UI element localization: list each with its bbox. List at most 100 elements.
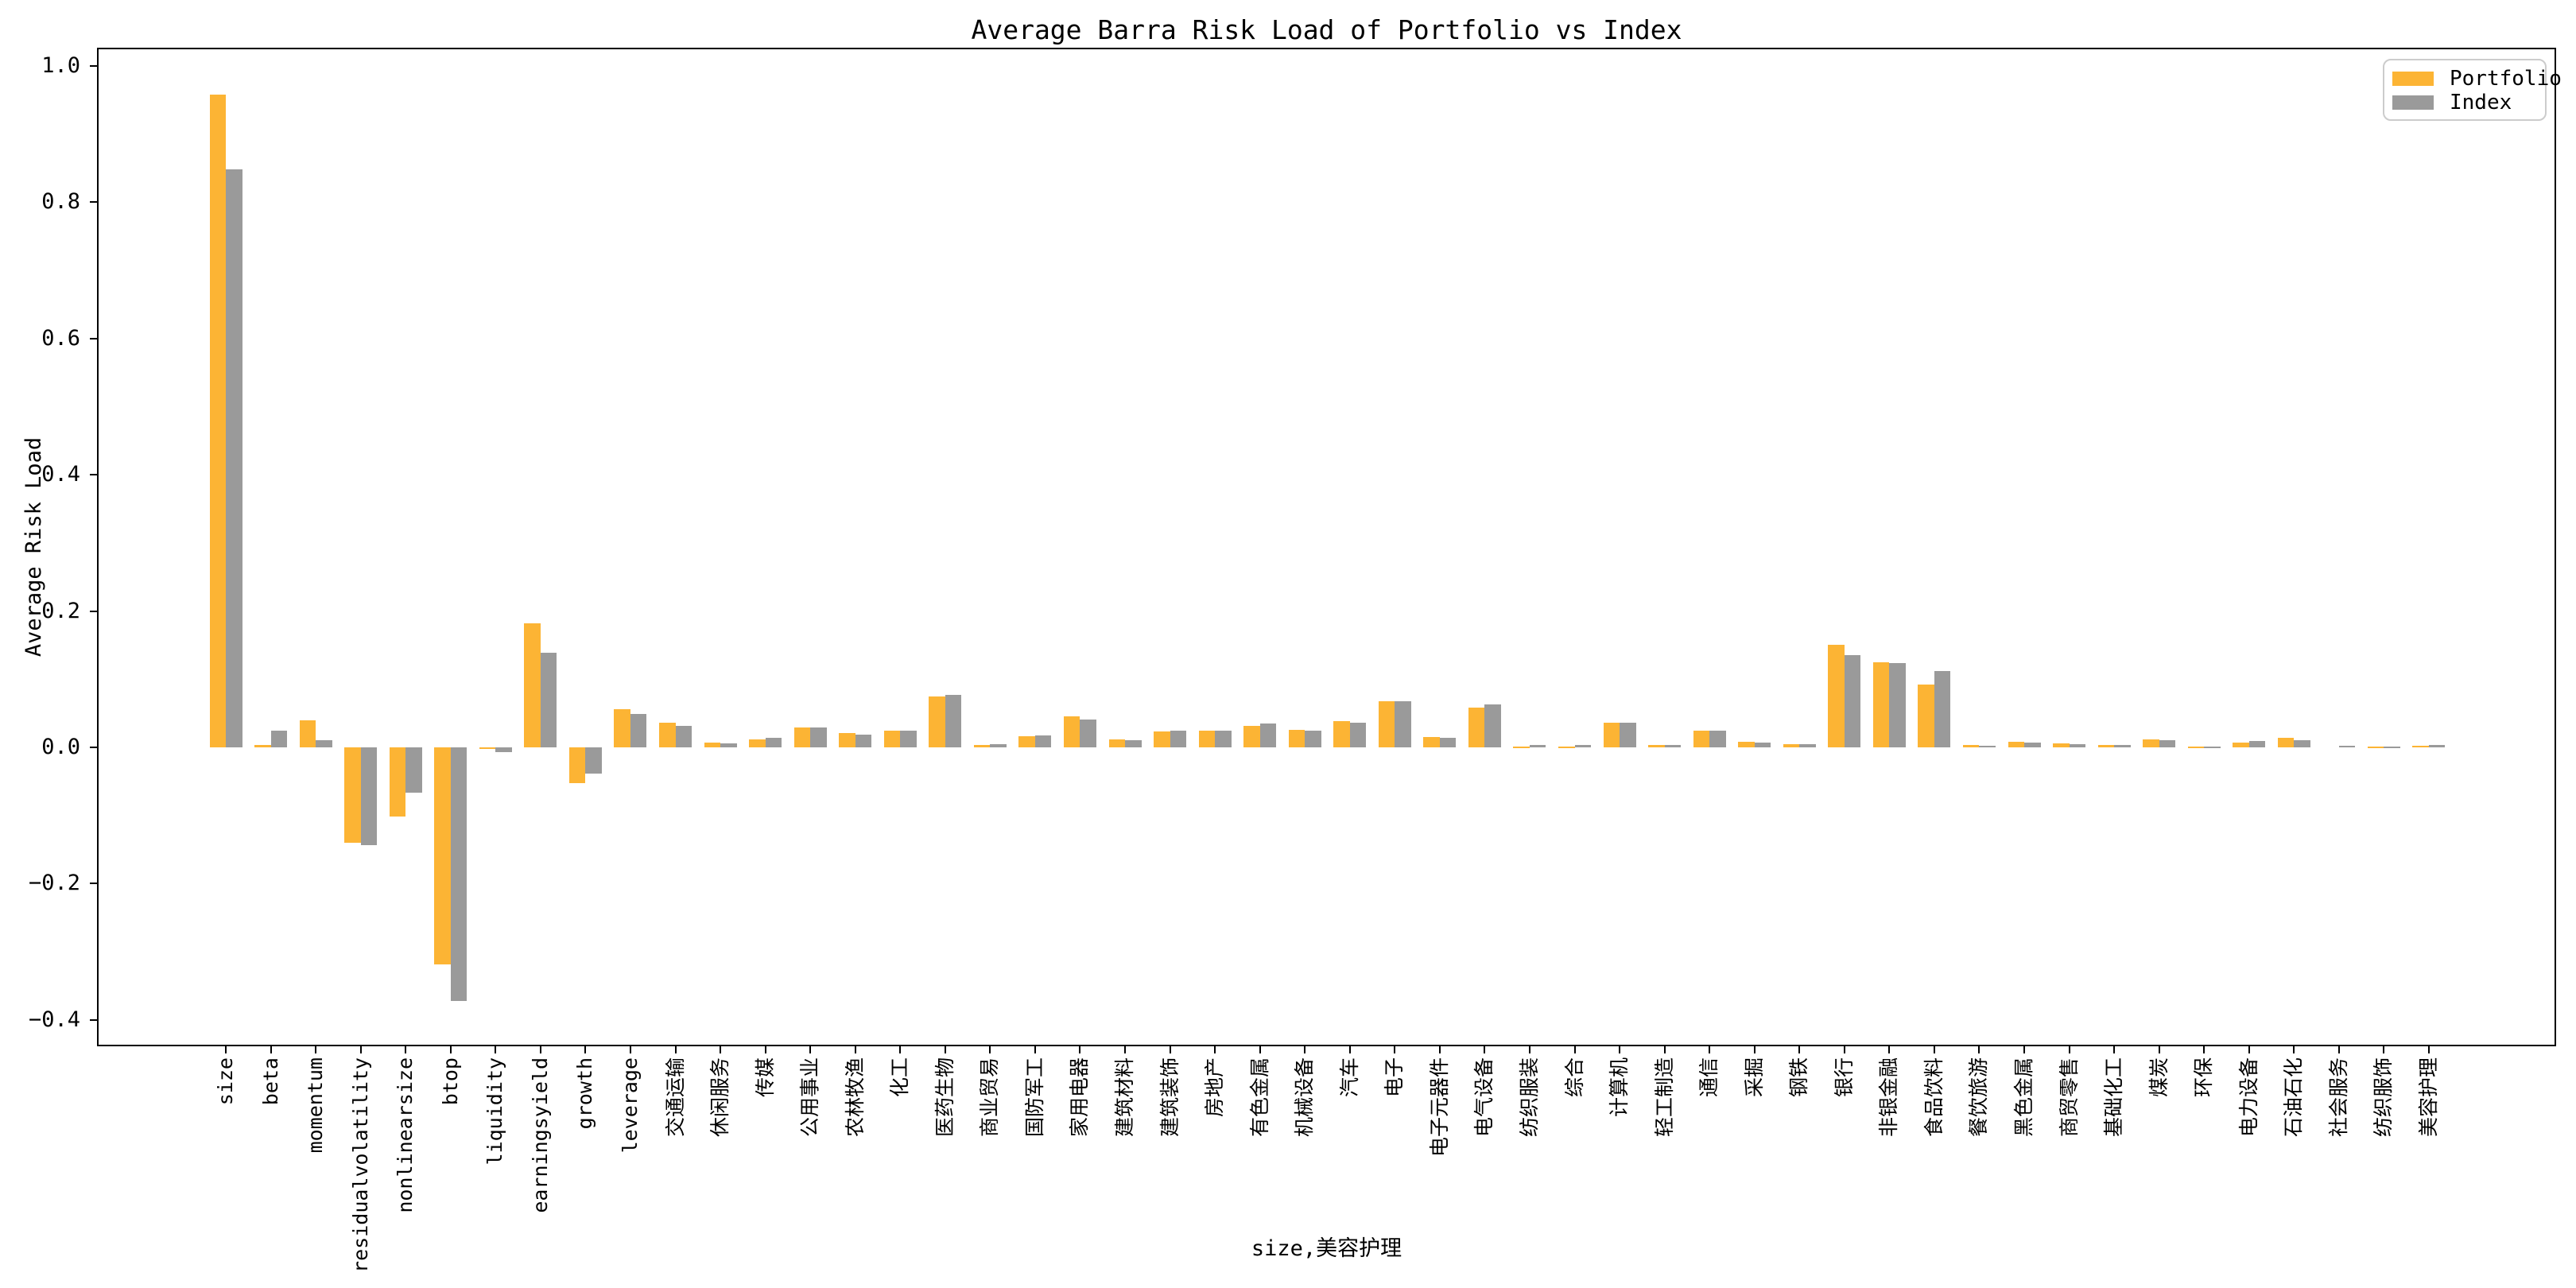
x-tick-mark — [2113, 1046, 2116, 1053]
x-tick-mark — [1933, 1046, 1935, 1053]
x-tick-mark — [899, 1046, 902, 1053]
x-tick-label: 银行 — [1832, 1057, 1856, 1098]
y-tick-mark — [90, 337, 97, 339]
bar-portfolio-餐饮旅游 — [1962, 745, 1980, 747]
x-tick-label: 休闲服务 — [708, 1057, 732, 1138]
x-tick-mark — [989, 1046, 991, 1053]
bar-portfolio-商贸零售 — [2053, 743, 2070, 747]
x-tick-label: 通信 — [1697, 1057, 1721, 1098]
y-tick-mark — [90, 747, 97, 748]
bar-portfolio-电气设备 — [1468, 708, 1485, 747]
x-tick-label: 电气设备 — [1472, 1057, 1496, 1138]
x-tick-label: 有色金属 — [1247, 1057, 1271, 1138]
bar-portfolio-食品饮料 — [1918, 685, 1934, 747]
bar-portfolio-机械设备 — [1288, 729, 1305, 747]
x-tick-mark — [2383, 1046, 2385, 1053]
bar-index-earningsyield — [540, 652, 557, 747]
bar-portfolio-轻工制造 — [1648, 744, 1665, 747]
bar-index-煤炭 — [2159, 740, 2176, 747]
bar-index-建筑材料 — [1125, 740, 1142, 747]
bar-portfolio-有色金属 — [1243, 725, 1260, 747]
bar-index-计算机 — [1620, 723, 1636, 747]
y-tick-mark — [90, 1018, 97, 1021]
bar-index-休闲服务 — [720, 743, 737, 747]
x-tick-mark — [764, 1046, 766, 1053]
portfolio-swatch — [2392, 72, 2434, 86]
x-tick-mark — [854, 1046, 856, 1053]
x-tick-mark — [225, 1046, 227, 1053]
bar-portfolio-家用电器 — [1063, 716, 1080, 747]
x-tick-label: 电子 — [1383, 1057, 1406, 1098]
y-axis-label: Average Risk Load — [21, 436, 46, 658]
x-tick-label: 基础化工 — [2102, 1057, 2126, 1138]
x-tick-mark — [1124, 1046, 1126, 1053]
x-tick-mark — [1753, 1046, 1755, 1053]
x-tick-mark — [1528, 1046, 1530, 1053]
x-tick-mark — [449, 1046, 452, 1053]
x-tick-mark — [1304, 1046, 1306, 1053]
x-tick-label: 纺织服饰 — [2372, 1057, 2396, 1138]
x-tick-mark — [720, 1046, 722, 1053]
bar-portfolio-size — [209, 94, 226, 747]
bar-portfolio-化工 — [883, 730, 901, 747]
x-tick-label: 黑色金属 — [2012, 1057, 2035, 1138]
plot-area — [97, 48, 2556, 1046]
x-tick-label: 非银金融 — [1877, 1057, 1901, 1138]
x-tick-mark — [1888, 1046, 1891, 1053]
x-tick-mark — [2023, 1046, 2025, 1053]
bar-portfolio-传媒 — [749, 739, 766, 747]
x-tick-label: 环保 — [2192, 1057, 2216, 1098]
bar-portfolio-环保 — [2187, 747, 2205, 748]
x-tick-mark — [629, 1046, 631, 1053]
bar-index-基础化工 — [2114, 744, 2131, 747]
bar-index-黑色金属 — [2024, 743, 2041, 747]
bar-portfolio-煤炭 — [2143, 739, 2159, 747]
x-tick-mark — [1978, 1046, 1980, 1053]
bar-index-综合 — [1574, 745, 1591, 747]
x-tick-mark — [1709, 1046, 1711, 1053]
bar-index-家用电器 — [1080, 719, 1096, 747]
legend-item-index: Index — [2392, 91, 2537, 114]
legend-item-portfolio: Portfolio — [2392, 67, 2562, 91]
legend-label-index: Index — [2450, 91, 2512, 114]
bar-portfolio-公用事业 — [793, 727, 811, 747]
x-tick-mark — [1798, 1046, 1801, 1053]
bar-portfolio-交通运输 — [659, 723, 676, 747]
x-tick-label: 食品饮料 — [1922, 1057, 1946, 1138]
x-tick-label: 传媒 — [753, 1057, 777, 1098]
bar-index-医药生物 — [945, 695, 962, 747]
bar-portfolio-建筑材料 — [1108, 739, 1125, 747]
x-tick-mark — [1573, 1046, 1576, 1053]
x-tick-label: 钢铁 — [1787, 1057, 1811, 1098]
x-tick-mark — [1169, 1046, 1171, 1053]
bar-index-建筑装饰 — [1170, 731, 1187, 747]
x-tick-mark — [809, 1046, 812, 1053]
x-tick-mark — [539, 1046, 541, 1053]
x-tick-label: size — [214, 1057, 237, 1106]
x-tick-mark — [944, 1046, 946, 1053]
x-tick-mark — [1259, 1046, 1261, 1053]
x-tick-label: 电力设备 — [2237, 1057, 2260, 1138]
bar-index-社会服务 — [2338, 746, 2356, 747]
bar-index-nonlinearsize — [405, 747, 422, 793]
x-tick-mark — [359, 1046, 362, 1053]
x-tick-mark — [315, 1046, 317, 1053]
bar-index-交通运输 — [675, 725, 692, 747]
x-tick-mark — [1079, 1046, 1081, 1053]
bar-index-momentum — [316, 739, 332, 747]
x-tick-label: 商贸零售 — [2057, 1057, 2081, 1138]
bar-index-轻工制造 — [1664, 744, 1682, 747]
bar-portfolio-btop — [434, 747, 451, 964]
bar-portfolio-momentum — [299, 720, 316, 747]
y-tick-label: −0.4 — [28, 1007, 80, 1032]
x-tick-label: 煤炭 — [2147, 1057, 2171, 1098]
bar-index-钢铁 — [1799, 743, 1816, 747]
bar-index-环保 — [2204, 747, 2221, 748]
bar-index-商业贸易 — [990, 743, 1007, 747]
y-tick-mark — [90, 883, 97, 885]
x-tick-label: 建筑材料 — [1113, 1057, 1136, 1138]
bar-index-银行 — [1844, 655, 1861, 747]
bar-index-size — [226, 169, 242, 747]
bar-portfolio-银行 — [1828, 645, 1845, 747]
x-tick-label: 餐饮旅游 — [1967, 1057, 1991, 1138]
